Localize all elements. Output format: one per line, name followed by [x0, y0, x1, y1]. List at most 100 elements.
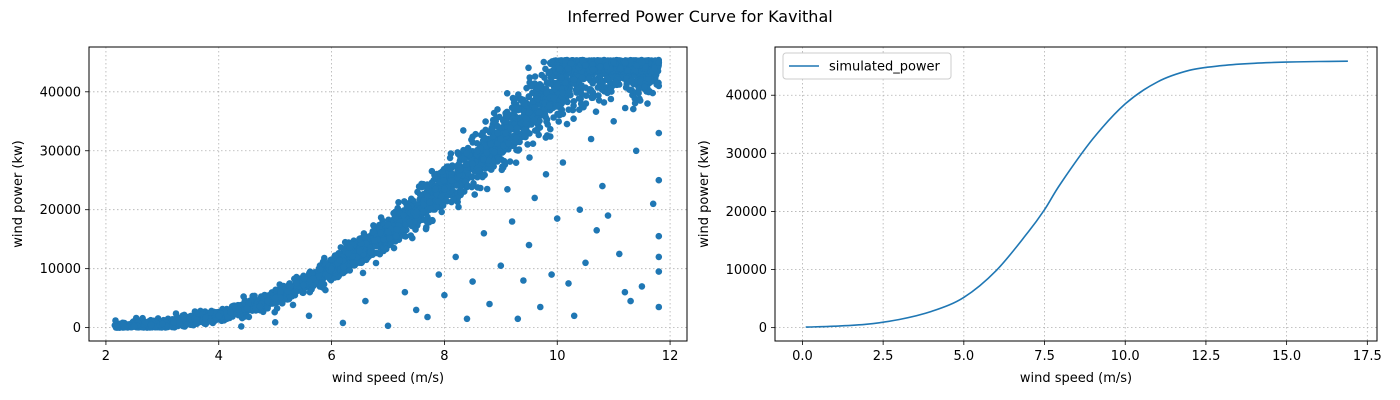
scatter-point [235, 306, 242, 313]
scatter-point [264, 305, 271, 312]
scatter-point [572, 86, 580, 93]
scatter-point [359, 269, 367, 277]
scatter-outlier-point [542, 171, 550, 178]
scatter-point [426, 198, 434, 206]
scatter-point [555, 118, 562, 125]
scatter-point [361, 233, 369, 241]
scatter-outlier-point [655, 268, 663, 275]
scatter-point [300, 275, 308, 283]
scatter-point [645, 75, 652, 82]
scatter-point [621, 59, 629, 66]
scatter-point [563, 120, 571, 128]
scatter-point [631, 99, 639, 107]
scatter-point [507, 124, 514, 132]
scatter-point [418, 183, 426, 191]
scatter-point [263, 292, 271, 300]
scatter-point [251, 292, 258, 300]
scatter-point [159, 320, 166, 328]
scatter-point [300, 281, 307, 289]
scatter-point [521, 133, 528, 140]
line-series [805, 60, 1348, 328]
scatter-point [207, 309, 214, 316]
scatter-outlier-point [531, 194, 538, 202]
scatter-outlier-point [655, 129, 663, 137]
scatter-frame [88, 46, 688, 342]
scatter-point [547, 125, 554, 133]
scatter-point [176, 319, 183, 326]
scatter-point [522, 115, 530, 123]
scatter-point [356, 247, 364, 255]
scatter-point [498, 166, 506, 174]
scatter-point [473, 140, 481, 147]
scatter-outlier-point [649, 200, 657, 208]
scatter-point [496, 148, 504, 155]
scatter-point [592, 108, 600, 115]
scatter-point [450, 196, 457, 203]
scatter-point [382, 245, 390, 253]
scatter-point [525, 93, 532, 101]
scatter-point [207, 318, 214, 325]
scatter-point [535, 131, 542, 139]
scatter-point [603, 75, 611, 82]
y-tick-label: 40000 [726, 89, 767, 104]
scatter-point [401, 198, 408, 205]
y-tick-label: 0 [759, 321, 767, 336]
scatter-point [363, 256, 370, 264]
scatter-point [603, 62, 610, 70]
y-tick-label: 0 [73, 321, 81, 336]
scatter-outlier-point [627, 297, 634, 305]
scatter-outlier-point [238, 323, 245, 330]
scatter-point [256, 303, 264, 310]
scatter-outlier-point [655, 82, 663, 90]
scatter-point [548, 58, 556, 65]
scatter-point [626, 86, 633, 93]
scatter-point [344, 250, 352, 257]
scatter-point [271, 294, 279, 302]
scatter-outlier-point [469, 278, 476, 285]
scatter-point [439, 168, 446, 175]
scatter-outlier-point [616, 250, 623, 258]
scatter-outlier-point [486, 300, 493, 308]
x-tick-label: 12.5 [1191, 349, 1220, 364]
scatter-point [529, 140, 537, 147]
scatter-point [612, 78, 619, 86]
scatter-point [628, 77, 636, 84]
scatter-outlier-point [463, 315, 471, 323]
scatter-point [567, 60, 575, 67]
scatter-point [371, 237, 378, 244]
scatter-outlier-point [655, 176, 663, 184]
scatter-outlier-point [339, 319, 347, 327]
scatter-outlier-point [570, 312, 578, 320]
scatter-point [582, 62, 589, 69]
scatter-point [495, 156, 502, 163]
scatter-point [588, 94, 596, 102]
scatter-point [172, 310, 180, 317]
scatter-point [481, 135, 489, 142]
scatter-point [346, 267, 354, 274]
scatter-point [633, 62, 640, 69]
scatter-point [550, 94, 558, 102]
scatter-point [470, 180, 477, 187]
scatter-point [276, 294, 284, 302]
scatter-point [596, 63, 604, 71]
scatter-outlier-point [593, 227, 600, 234]
scatter-point [570, 115, 577, 122]
scatter-point [372, 242, 380, 250]
scatter-point [141, 318, 149, 326]
scatter-point [630, 105, 637, 113]
scatter-point [437, 193, 445, 201]
scatter-point [431, 171, 438, 179]
scatter-point [578, 82, 585, 89]
scatter-point [480, 156, 487, 163]
scatter-point [340, 263, 348, 271]
scatter-outlier-point [435, 271, 443, 278]
scatter-point [362, 240, 370, 247]
scatter-outlier-point [610, 118, 617, 125]
x-tick-label: 12 [662, 349, 679, 364]
x-tick-label: 17.5 [1353, 349, 1382, 364]
scatter-point [504, 111, 511, 119]
scatter-point [227, 309, 234, 316]
scatter-point [482, 142, 489, 150]
scatter-outlier-point [582, 259, 589, 267]
